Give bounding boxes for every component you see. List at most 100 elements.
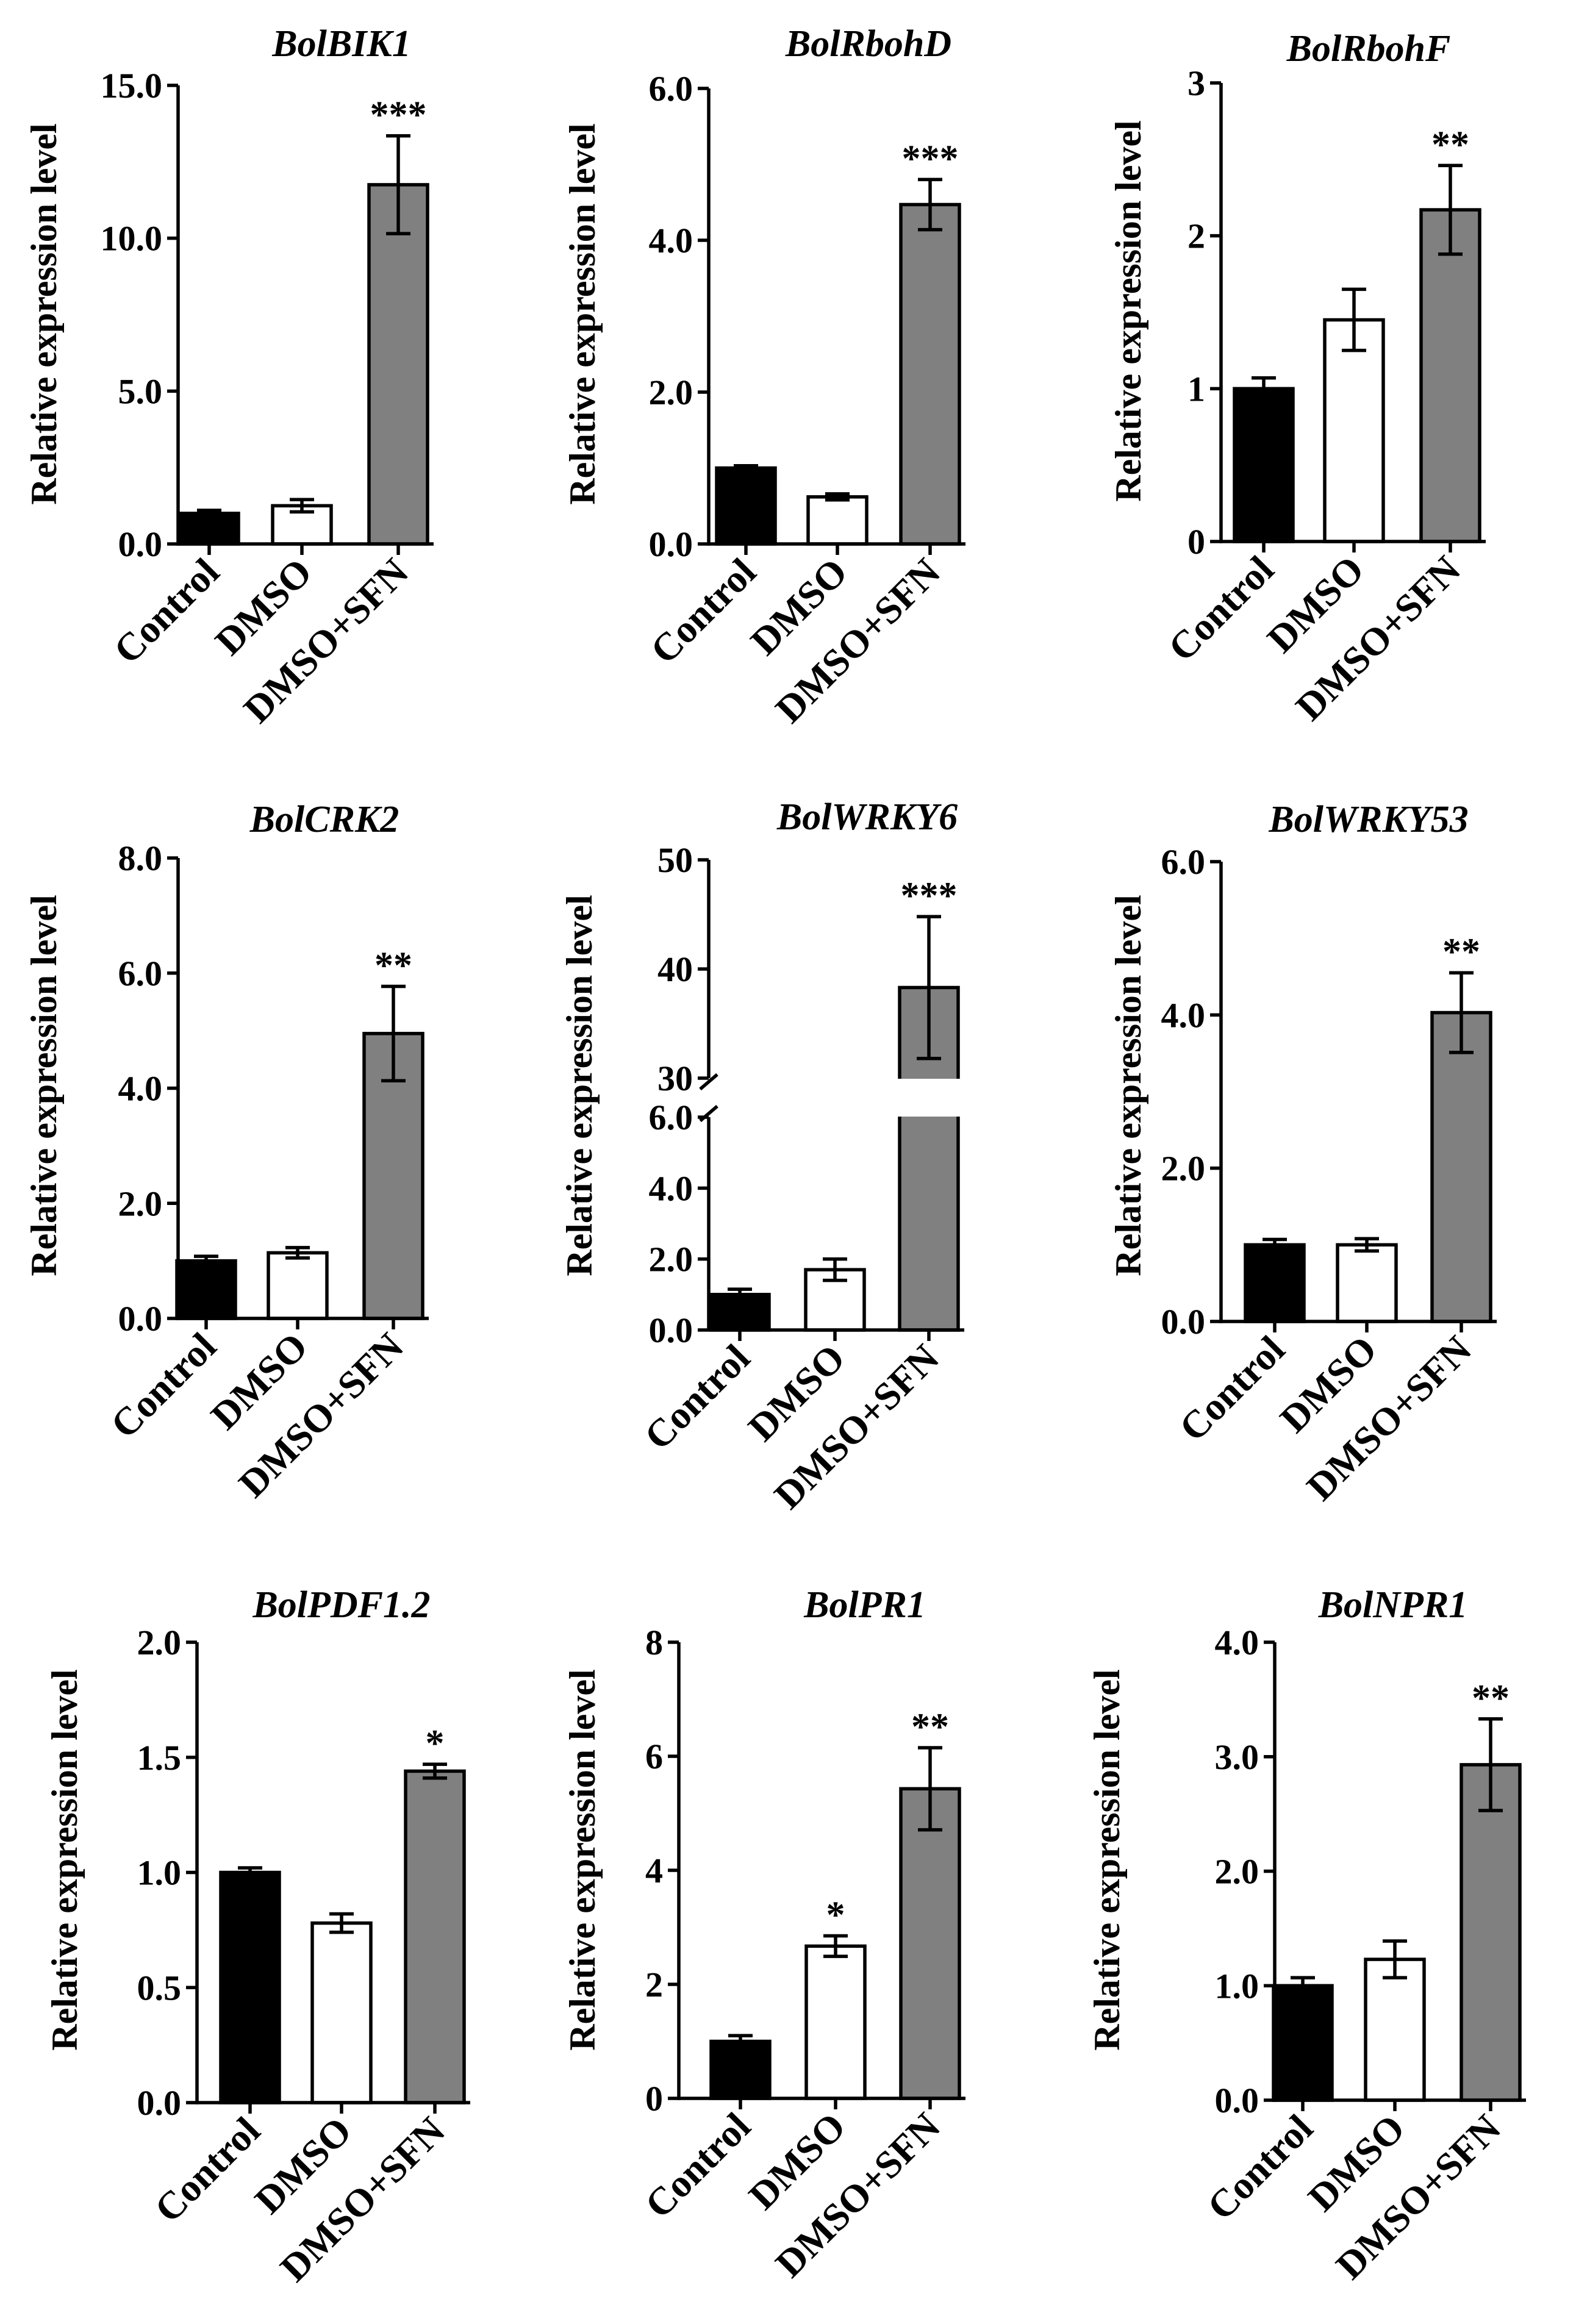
panel-title: BolBIK1 — [271, 23, 410, 65]
y-tick-label: 0 — [1187, 522, 1205, 562]
bar-dmso-sfn — [899, 202, 961, 546]
bar-control — [1233, 387, 1295, 543]
significance-label: ** — [1431, 124, 1469, 165]
panel-title: BolWRKY53 — [1268, 799, 1468, 840]
bar-dmso — [1336, 1243, 1398, 1323]
bar-dmso-sfn — [899, 1787, 961, 2100]
panel-bolrbohd: BolRbohD Relative expression level *** 0.… — [562, 23, 965, 731]
error-bar — [197, 509, 221, 518]
y-tick-label: 40 — [657, 949, 693, 989]
bar-control — [175, 1259, 237, 1320]
error-bar — [825, 492, 850, 502]
significance-label: ** — [374, 945, 412, 986]
y-tick-label: 0.0 — [649, 524, 693, 564]
error-bar — [238, 1866, 262, 1879]
y-tick-label: 2.0 — [1215, 1852, 1259, 1892]
bar-control — [715, 466, 777, 546]
panel-title: BolCRK2 — [249, 799, 399, 840]
y-axis-label: Relative expression level — [1108, 895, 1148, 1276]
y-tick-label: 15.0 — [101, 66, 163, 105]
bar-control — [1272, 1984, 1334, 2102]
bar-dmso-sfn — [1430, 1010, 1492, 1323]
significance-label: ** — [911, 1706, 949, 1748]
panel-title: BolNPR1 — [1318, 1584, 1468, 1626]
y-tick-label: 0.5 — [137, 1968, 182, 2008]
error-bar — [1438, 163, 1463, 256]
y-tick-label: 6 — [645, 1737, 663, 1776]
significance-label: * — [426, 1723, 445, 1764]
panel-bolcrk2: BolCRK2 Relative expression level ** 0.0 2… — [24, 799, 429, 1506]
error-bar — [728, 1287, 752, 1302]
y-tick-label: 8.0 — [118, 838, 163, 878]
x-tick-label: Control — [1199, 2106, 1321, 2228]
panel-title: BolRbohD — [785, 23, 951, 65]
significance-label: ** — [1472, 1678, 1510, 1719]
x-tick-label: Control — [106, 550, 227, 672]
significance-label: ** — [1442, 931, 1480, 973]
error-bar — [1478, 1717, 1503, 1812]
error-bar — [1342, 287, 1366, 352]
x-tick-label: DMSO+SFN — [1298, 1328, 1480, 1509]
y-tick-label: 2.0 — [137, 1623, 182, 1662]
panel-bolpr1: BolPR1 Relative expression level ***0246… — [562, 1584, 965, 2286]
y-axis-label: Relative expression level — [24, 123, 64, 504]
panel-title: BolWRKY6 — [776, 796, 958, 838]
error-bar — [329, 1912, 354, 1934]
bar-control — [709, 1293, 771, 1332]
x-tick-label: Control — [636, 1336, 758, 1458]
y-tick-label: 4.0 — [1215, 1623, 1259, 1662]
error-bar — [918, 1746, 942, 1832]
y-tick-label: 6.0 — [649, 69, 693, 109]
y-axis-label: Relative expression level — [1108, 120, 1148, 501]
panel-title: BolPDF1.2 — [252, 1584, 430, 1626]
bar-dmso — [267, 1251, 329, 1320]
bar-dmso-sfn — [1419, 208, 1481, 543]
y-axis-label: Relative expression level — [45, 1669, 85, 2050]
error-bar — [194, 1254, 218, 1267]
y-tick-label: 2.0 — [118, 1184, 163, 1223]
y-tick-label: 6.0 — [649, 1098, 693, 1137]
y-tick-label: 6.0 — [118, 954, 163, 993]
panel-bolrbohf: BolRbohF Relative expression level ** 0 1 2… — [1108, 28, 1486, 729]
y-tick-label: 4.0 — [649, 221, 693, 260]
significance-label: * — [826, 1895, 845, 1936]
y-tick-label: 50 — [657, 840, 693, 880]
y-tick-label: 2.0 — [649, 1240, 693, 1279]
bar-dmso-sfn — [367, 183, 429, 546]
y-axis-label: Relative expression level — [1087, 1669, 1127, 2050]
y-axis-label: Relative expression level — [562, 123, 603, 504]
y-tick-label: 3.0 — [1215, 1737, 1259, 1777]
bar-control — [219, 1870, 281, 2104]
y-tick-label: 6.0 — [1161, 842, 1206, 882]
y-tick-label: 1 — [1187, 369, 1205, 409]
bar-dmso — [1364, 1958, 1426, 2102]
error-bar — [381, 984, 406, 1082]
y-axis-label: Relative expression level — [562, 1669, 603, 2050]
error-bar — [823, 1934, 848, 1958]
axis-break-gap — [897, 1079, 961, 1117]
panel-title: BolRbohF — [1286, 28, 1451, 70]
axis-break-mark — [699, 1073, 718, 1091]
error-bar — [728, 2034, 753, 2049]
y-tick-label: 4.0 — [118, 1069, 163, 1109]
panel-bolnpr1: BolNPR1 Relative expression level ** 0.0 1… — [1087, 1584, 1526, 2287]
significance-label: *** — [370, 95, 427, 136]
panel-title: BolPR1 — [803, 1584, 926, 1626]
error-bar — [1449, 971, 1474, 1054]
panel-bolwrky53: BolWRKY53 Relative expression level ** 0.… — [1108, 799, 1497, 1509]
error-bar — [290, 498, 314, 514]
y-tick-label: 30 — [657, 1059, 693, 1098]
x-tick-label: DMSO+SFN — [767, 2104, 948, 2286]
y-tick-label: 0.0 — [649, 1310, 693, 1350]
y-tick-label: 3 — [1187, 63, 1205, 103]
bar-dmso — [806, 495, 869, 546]
y-tick-label: 8 — [645, 1623, 663, 1662]
y-tick-label: 2.0 — [649, 373, 693, 412]
